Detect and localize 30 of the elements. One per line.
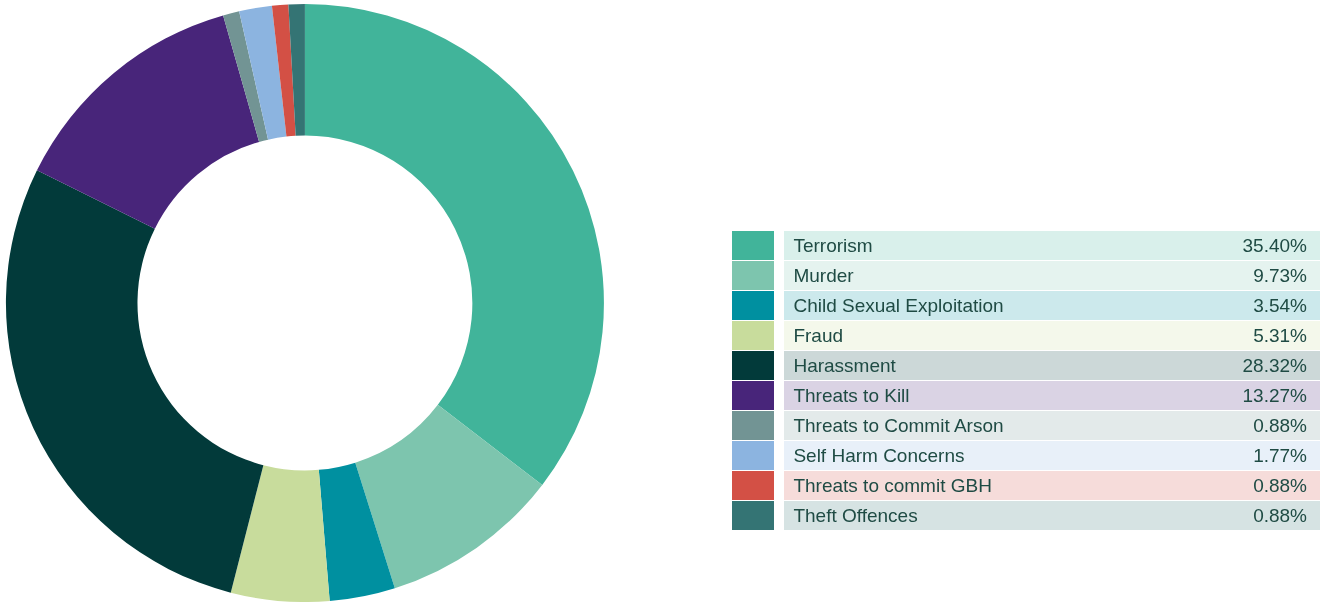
data-label: 0.88% [1184, 411, 1320, 440]
donut-slice [223, 11, 269, 142]
legend-label: Child Sexual Exploitation [784, 291, 1185, 320]
legend-label: Fraud [784, 321, 1185, 350]
legend-label: Murder [784, 261, 1185, 290]
data-label: 1.77% [1184, 441, 1320, 470]
data-label: 5.31% [1184, 321, 1320, 350]
data-label: 9.73% [1184, 261, 1320, 290]
donut-slice [355, 404, 543, 589]
data-label: 28.32% [1184, 351, 1320, 380]
donut-slice [288, 4, 305, 136]
donut-slice [36, 15, 260, 229]
data-label: 13.27% [1184, 381, 1320, 410]
data-label: 3.54% [1184, 291, 1320, 320]
data-label: 35.40% [1184, 231, 1320, 260]
donut-slice [304, 4, 604, 485]
legend-label: Terrorism [784, 231, 1185, 260]
donut-slice [239, 5, 287, 140]
data-label: 0.88% [1184, 471, 1320, 500]
legend-label: Threats to Kill [784, 381, 1185, 410]
legend-label: Harassment [784, 351, 1185, 380]
donut-slice [271, 4, 296, 137]
legend-label: Threats to commit GBH [784, 471, 1185, 500]
legend-label: Theft Offences [784, 501, 1185, 530]
legend-label: Threats to Commit Arson [784, 411, 1185, 440]
donut-slice [318, 462, 395, 601]
legend-label: Self Harm Concerns [784, 441, 1185, 470]
donut-slice [230, 465, 330, 602]
data-label: 0.88% [1184, 501, 1320, 530]
donut-slice [6, 170, 264, 593]
